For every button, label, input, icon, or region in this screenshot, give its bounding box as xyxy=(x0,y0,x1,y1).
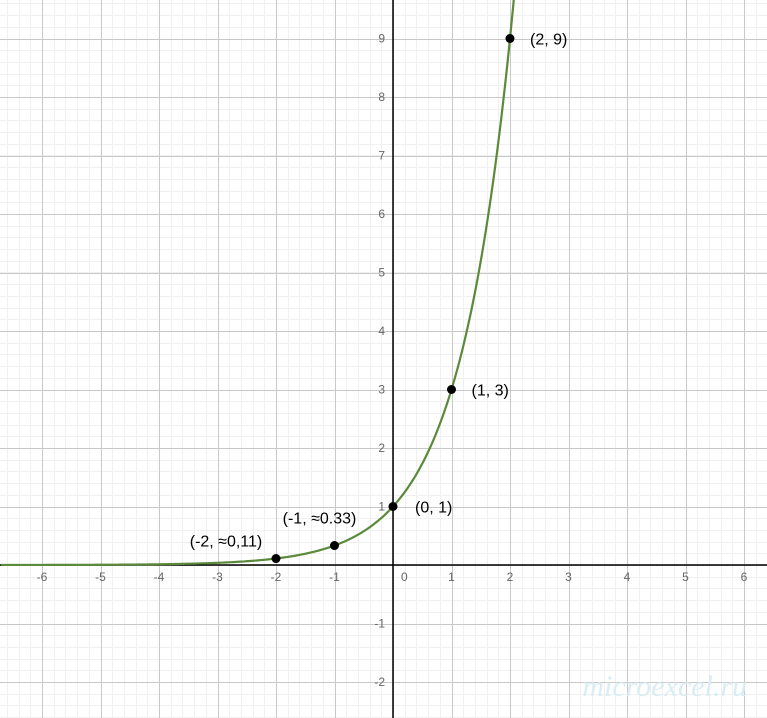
data-point-label: (2, 9) xyxy=(530,32,567,49)
data-point xyxy=(330,541,339,550)
x-tick-label: 1 xyxy=(448,570,455,584)
data-point-label: (-1, ≈0.33) xyxy=(283,511,357,528)
y-tick-label: 6 xyxy=(378,207,385,221)
x-tick-label: 6 xyxy=(741,570,748,584)
data-point xyxy=(272,554,281,563)
x-tick-label: 4 xyxy=(624,570,631,584)
data-point-label: (1, 3) xyxy=(472,383,509,400)
x-tick-label: -5 xyxy=(95,570,106,584)
y-tick-label: 5 xyxy=(378,266,385,280)
data-point xyxy=(506,34,515,43)
data-point xyxy=(389,502,398,511)
x-tick-label: 2 xyxy=(507,570,514,584)
y-tick-label: 9 xyxy=(378,32,385,46)
origin-label: 0 xyxy=(401,570,408,584)
y-tick-label: 7 xyxy=(378,149,385,163)
watermark-text: microexcel.ru xyxy=(582,670,747,703)
data-point xyxy=(447,385,456,394)
y-tick-label: 2 xyxy=(378,441,385,455)
y-tick-label: 4 xyxy=(378,324,385,338)
x-tick-label: -3 xyxy=(212,570,223,584)
x-tick-label: -6 xyxy=(37,570,48,584)
y-tick-label: 1 xyxy=(378,500,385,514)
chart-background xyxy=(0,0,767,718)
y-tick-label: 3 xyxy=(378,383,385,397)
y-tick-label: 8 xyxy=(378,90,385,104)
exponential-chart: -6 -5 -4 -3 -2 -1 1 2 3 4 5 6 -2 -1 1 2 3 4 5 6 7 8 9 0 (-2, ≈0,… xyxy=(0,0,767,718)
x-tick-label: -4 xyxy=(154,570,165,584)
x-tick-label: -2 xyxy=(271,570,282,584)
x-tick-label: -1 xyxy=(329,570,340,584)
y-tick-label: -1 xyxy=(374,617,385,631)
x-tick-label: 3 xyxy=(565,570,572,584)
data-point-label: (0, 1) xyxy=(415,500,452,517)
data-point-label: (-2, ≈0,11) xyxy=(190,534,263,551)
x-tick-label: 5 xyxy=(682,570,689,584)
y-tick-label: -2 xyxy=(374,675,385,689)
